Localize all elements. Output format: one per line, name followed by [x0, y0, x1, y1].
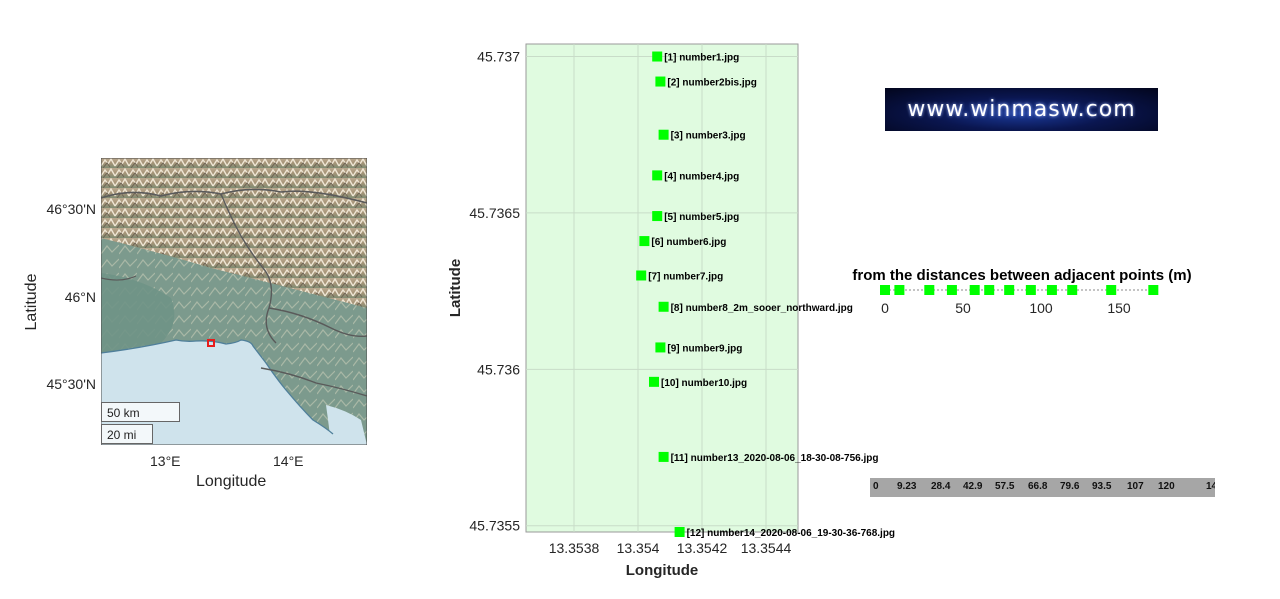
survey-point-marker[interactable] [652, 51, 663, 62]
survey-point-label: [1] number1.jpg [664, 53, 739, 64]
distance-point-marker[interactable] [894, 285, 905, 295]
distance-strip-value: 14 [1206, 481, 1215, 492]
distance-strip-value: 93.5 [1092, 481, 1112, 492]
survey-point-label: [3] number3.jpg [671, 131, 746, 142]
survey-point-label: [12] number14_2020-08-06_19-30-36-768.jp… [687, 528, 895, 539]
distance-strip-value: 42.9 [963, 481, 983, 492]
distance-strip-value: 9.23 [897, 481, 917, 492]
x-tick-label: 13.3544 [741, 540, 792, 556]
distance-tick-label: 150 [1107, 300, 1131, 316]
survey-point-marker[interactable] [652, 170, 663, 181]
distance-point-marker[interactable] [946, 285, 957, 295]
scale-bar-km: 50 km [101, 402, 180, 422]
distance-point-marker[interactable] [1046, 285, 1057, 295]
survey-point-marker[interactable] [652, 211, 663, 222]
survey-point-label: [9] number9.jpg [667, 343, 742, 354]
distance-strip-value: 0 [873, 481, 879, 492]
survey-point-label: [11] number13_2020-08-06_18-30-08-756.jp… [671, 453, 879, 464]
distance-point-marker[interactable] [984, 285, 995, 295]
scale-bar-mi: 20 mi [101, 424, 153, 444]
distance-chart-points [880, 285, 1159, 295]
distance-strip-value: 57.5 [995, 481, 1015, 492]
distance-strip-value: 79.6 [1060, 481, 1080, 492]
point-map-plot-area [525, 43, 799, 533]
survey-point-label: [6] number6.jpg [651, 237, 726, 248]
map-lon-tick: 13°E [150, 453, 181, 469]
survey-point-marker[interactable] [674, 527, 685, 537]
distance-point-marker[interactable] [1004, 285, 1015, 295]
distance-values-strip: 0 9.23 28.4 42.9 57.5 66.8 79.6 93.5 107 120 14 [870, 478, 1215, 497]
survey-point-marker[interactable] [655, 76, 666, 87]
survey-point-label: [4] number4.jpg [664, 171, 739, 182]
map-lat-tick: 46°30'N [46, 201, 96, 217]
distance-strip-value: 66.8 [1028, 481, 1048, 492]
winmasw-logo: www.winmasw.com [885, 88, 1158, 131]
survey-point-marker[interactable] [649, 376, 659, 387]
map-xlabel: Longitude [196, 473, 267, 490]
x-tick-label: 13.3538 [549, 540, 600, 556]
survey-point-label: [10] number10.jpg [661, 378, 747, 389]
survey-location-marker [207, 339, 215, 347]
survey-point-marker[interactable] [658, 301, 669, 312]
distance-chart-ticks: 0 50 100 150 [881, 300, 1131, 316]
y-tick-label: 45.736 [477, 361, 520, 377]
x-tick-label: 13.354 [617, 540, 660, 556]
distance-tick-label: 50 [955, 300, 971, 316]
distance-chart-title: from the distances between adjacent poin… [852, 267, 1191, 284]
overview-map[interactable] [101, 158, 367, 445]
y-tick-label: 45.737 [477, 49, 520, 65]
survey-point-marker[interactable] [655, 342, 666, 353]
survey-point-marker[interactable] [658, 451, 669, 462]
distance-point-marker[interactable] [969, 285, 980, 295]
logo-text: www.winmasw.com [907, 97, 1136, 122]
point-map-ylabel: Latitude [447, 259, 464, 317]
point-map-y-ticks: 45.737 45.7365 45.736 45.7355 [469, 49, 520, 534]
survey-point-marker[interactable] [636, 270, 647, 281]
x-tick-label: 13.3542 [677, 540, 728, 556]
point-map-points: [1] number1.jpg [2] number2bis.jpg [3] num… [636, 51, 895, 539]
distance-point-marker[interactable] [1025, 285, 1036, 295]
map-lat-tick: 45°30'N [46, 376, 96, 392]
map-lon-tick: 14°E [273, 453, 304, 469]
distance-point-marker[interactable] [924, 285, 935, 295]
survey-point-marker[interactable] [639, 236, 650, 247]
distance-point-marker[interactable] [1106, 285, 1117, 295]
scale-bar: 50 km 20 mi [101, 402, 181, 444]
y-tick-label: 45.7355 [469, 518, 520, 534]
survey-point-label: [7] number7.jpg [648, 271, 723, 282]
distance-strip-value: 120 [1158, 481, 1175, 492]
y-tick-label: 45.7365 [469, 205, 520, 221]
survey-point-label: [5] number5.jpg [664, 212, 739, 223]
distance-point-marker[interactable] [1067, 285, 1078, 295]
distance-strip-value: 28.4 [931, 481, 951, 492]
point-map-xlabel: Longitude [626, 562, 698, 579]
survey-point-label: [8] number8_2m_sooer_northward.jpg [671, 303, 853, 314]
distance-point-marker[interactable] [1148, 285, 1159, 295]
distance-tick-label: 0 [881, 300, 889, 316]
survey-point-marker[interactable] [658, 129, 669, 140]
distance-point-marker[interactable] [880, 285, 890, 295]
distance-tick-label: 100 [1029, 300, 1053, 316]
map-lat-tick: 46°N [64, 289, 96, 305]
point-map-x-ticks: 13.3538 13.354 13.3542 13.3544 [549, 540, 792, 556]
distance-strip-value: 107 [1127, 481, 1144, 492]
survey-point-label: [2] number2bis.jpg [667, 78, 756, 89]
